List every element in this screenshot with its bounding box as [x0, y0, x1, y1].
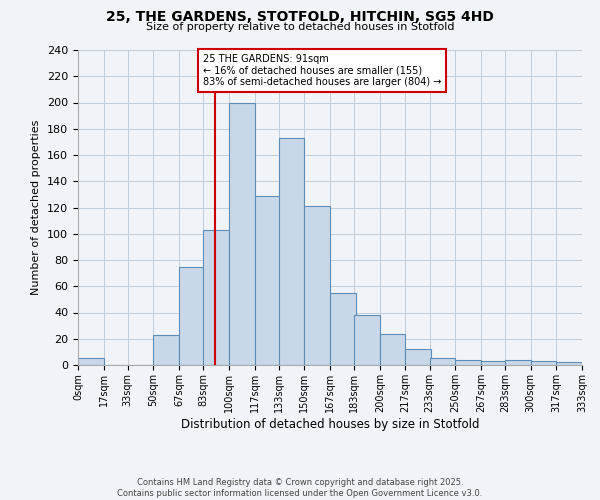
Bar	[481, 361, 506, 365]
Y-axis label: Number of detached properties: Number of detached properties	[31, 120, 41, 295]
Bar	[430, 358, 455, 365]
Text: 25, THE GARDENS, STOTFOLD, HITCHIN, SG5 4HD: 25, THE GARDENS, STOTFOLD, HITCHIN, SG5 …	[106, 10, 494, 24]
Bar	[154, 335, 179, 365]
Bar	[330, 293, 356, 365]
Bar	[380, 334, 406, 365]
Bar	[354, 315, 380, 365]
Text: 25 THE GARDENS: 91sqm
← 16% of detached houses are smaller (155)
83% of semi-det: 25 THE GARDENS: 91sqm ← 16% of detached …	[203, 54, 442, 87]
Bar	[530, 361, 556, 365]
Bar	[254, 196, 280, 365]
Text: Contains HM Land Registry data © Crown copyright and database right 2025.
Contai: Contains HM Land Registry data © Crown c…	[118, 478, 482, 498]
Bar	[455, 360, 481, 365]
Bar	[556, 362, 582, 365]
Text: Size of property relative to detached houses in Stotfold: Size of property relative to detached ho…	[146, 22, 454, 32]
Bar	[229, 102, 254, 365]
Bar	[505, 360, 530, 365]
Bar	[179, 266, 205, 365]
Bar	[203, 230, 229, 365]
Bar	[278, 138, 304, 365]
X-axis label: Distribution of detached houses by size in Stotfold: Distribution of detached houses by size …	[181, 418, 479, 430]
Bar	[406, 349, 431, 365]
Bar	[304, 206, 330, 365]
Bar	[78, 358, 104, 365]
